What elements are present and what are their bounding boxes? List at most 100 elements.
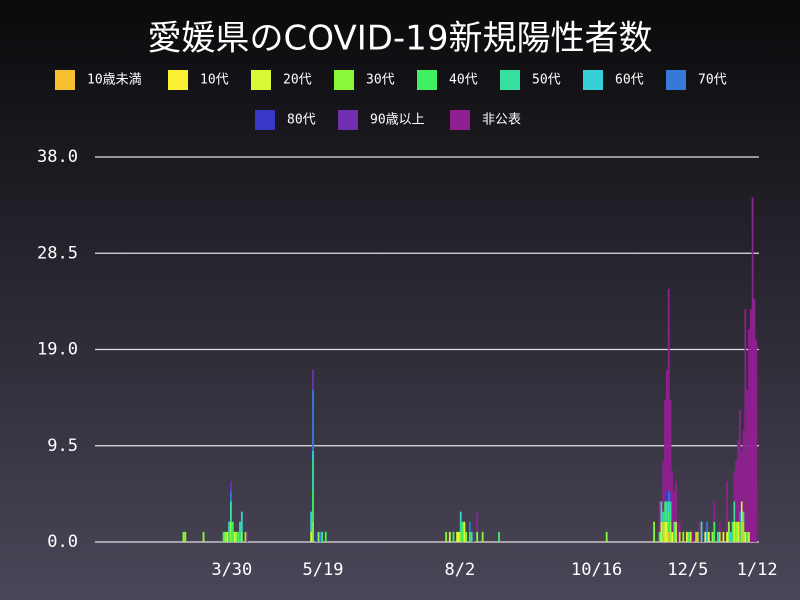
bar-segment (665, 491, 668, 502)
bar-segment (246, 531, 249, 542)
bar-segment (706, 531, 708, 542)
bar-segment (239, 521, 241, 542)
bar-segment (244, 531, 247, 542)
bar-segment (682, 531, 685, 542)
bar-segment (312, 369, 314, 391)
bar-segment (310, 511, 313, 532)
bar-segment (459, 521, 462, 532)
bar-segment (182, 531, 185, 542)
bar-segment (324, 531, 327, 542)
legend-swatch (417, 70, 437, 90)
legend-label: 40代 (449, 73, 478, 88)
legend-label: 80代 (287, 113, 316, 128)
bar-segment (717, 531, 719, 542)
bar-segment (746, 531, 749, 542)
bar-segment (696, 531, 699, 542)
bar-segment (660, 501, 663, 522)
bar-segment (671, 471, 674, 532)
bar-segment (669, 521, 672, 542)
legend-swatch (583, 70, 603, 90)
legend-label: 20代 (283, 73, 312, 88)
bar-segment (733, 521, 736, 542)
bar-segment (735, 521, 738, 542)
x-tick-label: 3/30 (211, 560, 252, 580)
legend-label: 10歳未満 (87, 73, 142, 88)
bar-segment (481, 531, 484, 542)
bar-segment (748, 329, 750, 532)
bar-segment (678, 531, 681, 542)
bar-segment (312, 390, 314, 451)
chart-title: 愛媛県のCOVID-19新規陽性者数 (148, 19, 653, 59)
y-tick-label: 28.5 (37, 243, 78, 263)
bar-segment (231, 521, 234, 542)
bar-segment (312, 460, 314, 492)
bar-segment (735, 460, 738, 522)
bar-segment (233, 531, 236, 542)
bar-segment (448, 531, 451, 542)
bar-segment (468, 531, 471, 542)
bar-segment (240, 531, 243, 542)
legend-label: 60代 (615, 73, 644, 88)
bar-segment (653, 521, 656, 542)
bar-segment (713, 501, 716, 522)
bar-segment (738, 511, 741, 522)
bar-segment (476, 531, 479, 542)
legend-swatch (334, 70, 354, 90)
bar-segment (445, 531, 448, 542)
bar-segment (312, 521, 314, 542)
bar-segment (742, 430, 745, 512)
bar-segment (673, 521, 676, 542)
bar-segment (749, 308, 752, 542)
bar-segment (673, 491, 676, 522)
bar-segment (202, 531, 205, 542)
bar-segment (733, 471, 736, 502)
bar-segment (748, 531, 750, 542)
bar-segment (315, 531, 318, 542)
bar-segment (224, 531, 227, 542)
bar-segment (468, 521, 471, 532)
bar-segment (727, 521, 730, 542)
bar-segment (718, 521, 721, 532)
bar-segment (605, 531, 608, 542)
bar-segment (700, 521, 703, 532)
bar-segment (665, 369, 668, 492)
bar-segment (744, 531, 747, 542)
bar-segment (695, 531, 697, 542)
bar-segment (459, 531, 462, 542)
bar-segment (669, 501, 672, 522)
bar-segment (458, 531, 460, 542)
bar-segment (669, 491, 672, 502)
bar-segment (226, 531, 229, 542)
bar-segment (740, 501, 743, 522)
legend-label: 70代 (698, 73, 727, 88)
bar-segment (472, 531, 475, 542)
legend-swatch (666, 70, 686, 90)
bar-segment (718, 531, 721, 542)
legend-label: 非公表 (482, 113, 521, 128)
bar-segment (726, 481, 728, 532)
bar-segment (755, 339, 758, 542)
bar-segment (658, 501, 661, 532)
bar-segment (686, 531, 688, 542)
bar-segment (689, 531, 692, 542)
bar-segment (702, 531, 705, 542)
legend-swatch (338, 110, 358, 130)
bar-segment (321, 531, 324, 542)
bar-segment (742, 511, 745, 522)
bar-segment (675, 521, 677, 542)
bar-segment (713, 521, 716, 542)
bar-segment (312, 450, 314, 461)
bar-segment (711, 531, 714, 542)
bar-segment (751, 197, 754, 543)
bar-segment (498, 531, 500, 542)
bar-segment (665, 521, 668, 542)
bar-segment (740, 450, 743, 502)
bar-segment (235, 531, 238, 542)
bar-segment (698, 521, 701, 542)
bar-segment (658, 531, 661, 542)
bar-segment (662, 521, 665, 542)
bar-segment (704, 531, 707, 542)
bar-segment (753, 298, 756, 542)
legend-swatch (255, 110, 275, 130)
